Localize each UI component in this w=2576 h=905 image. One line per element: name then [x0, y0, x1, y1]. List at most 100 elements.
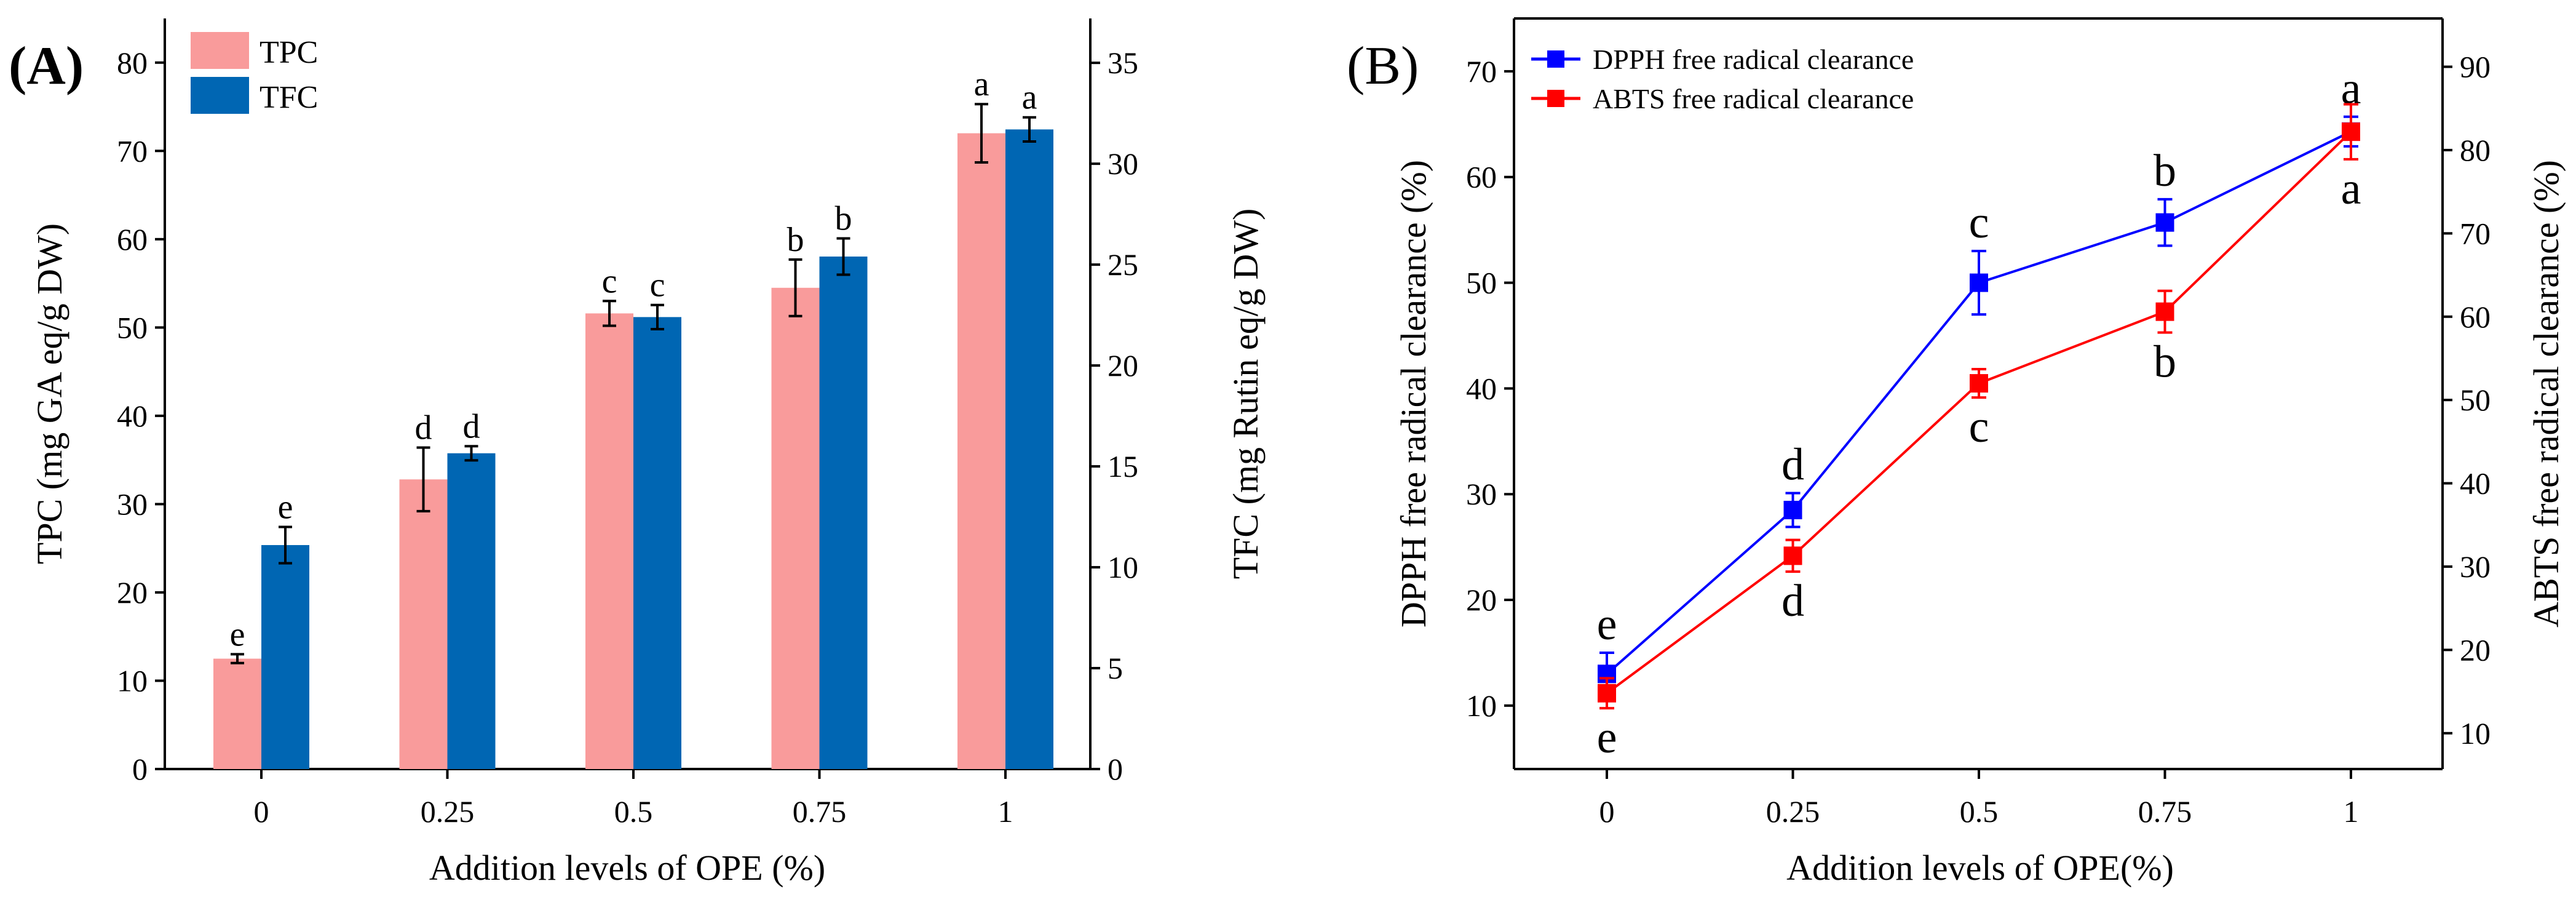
- significance-letter: c: [650, 266, 665, 305]
- panel-a-right-tick-label: 10: [1108, 550, 1138, 584]
- panel-b-left-tick-label: 50: [1466, 266, 1497, 300]
- legend-swatch-tpc: [191, 32, 249, 69]
- panel-b-left-tick-label: 10: [1466, 688, 1497, 723]
- significance-letter: a: [1022, 79, 1037, 117]
- panel-a-right-tick-label: 30: [1108, 146, 1138, 181]
- panel-a-right-tick-label: 5: [1108, 651, 1123, 685]
- panel-a-left-tick-label: 50: [117, 310, 148, 345]
- panel-a-left-tick-label: 10: [117, 663, 148, 698]
- panel-a-left-tick-label: 0: [132, 752, 148, 786]
- significance-letter: d: [1781, 440, 1804, 490]
- panel-b-left-axis-title: DPPH free radical clearance (%): [1393, 160, 1433, 628]
- panel-b-right-tick-label: 20: [2460, 632, 2491, 667]
- data-point-abts: [2342, 122, 2360, 142]
- panel-a-left-tick-label: 30: [117, 487, 148, 521]
- legend-label-tpc: TPC: [260, 35, 318, 70]
- panel-a-bar-chart: (A) 0 10 20 30 40 50 60 70 80 0 5 10 15 20 25 30 35 0 0.25…: [9, 18, 1266, 888]
- panel-b-right-tick-label: 70: [2460, 216, 2491, 250]
- bar-tpc-0: [213, 658, 261, 769]
- panel-b-right-tick-label: 30: [2460, 549, 2491, 584]
- panel-a-right-tick-label: 20: [1108, 348, 1138, 383]
- panel-b-right-tick-label: 40: [2460, 466, 2491, 501]
- panel-a-x-tick-label: 0.5: [614, 794, 653, 829]
- data-point-dpph: [1970, 273, 1988, 292]
- significance-letter: e: [230, 615, 245, 653]
- panel-b-left-tick-label: 70: [1466, 54, 1497, 89]
- panel-b-left-tick-label: 40: [1466, 371, 1497, 405]
- panel-b-right-tick-label: 90: [2460, 50, 2491, 84]
- panel-b-legend: DPPH free radical clearance ABTS free ra…: [1531, 44, 1914, 114]
- significance-letter: d: [415, 409, 432, 447]
- panel-a-right-tick-label: 35: [1108, 46, 1138, 80]
- panel-a-right-tick-label: 0: [1108, 752, 1123, 786]
- bar-tfc-0.5: [633, 317, 681, 769]
- significance-letter: a: [974, 65, 989, 103]
- legend-label-abts: ABTS free radical clearance: [1593, 83, 1914, 114]
- data-point-abts: [1598, 684, 1616, 703]
- legend-swatch-tfc: [191, 77, 249, 114]
- bar-tpc-0.75: [771, 287, 820, 769]
- data-point-abts: [1783, 546, 1802, 565]
- panel-b-x-tick-label: 0: [1599, 794, 1615, 829]
- significance-letter: c: [1969, 402, 1989, 452]
- panel-b-right-axis-title: ABTS free radical clearance (%): [2526, 160, 2566, 628]
- bar-tpc-0.5: [585, 313, 633, 769]
- panel-b-x-tick-label: 1: [2344, 794, 2359, 829]
- panel-a-x-tick-label: 1: [998, 794, 1013, 829]
- panel-a-left-tick-label: 40: [117, 399, 148, 433]
- significance-letter: d: [1781, 576, 1804, 626]
- panel-b-left-tick-label: 30: [1466, 477, 1497, 511]
- panel-b-x-tick-label: 0.25: [1766, 794, 1820, 829]
- data-point-abts: [1970, 374, 1988, 393]
- significance-letter: b: [2154, 146, 2176, 196]
- significance-letter: e: [1597, 599, 1617, 650]
- significance-letter: d: [463, 407, 480, 445]
- panel-b-right-tick-label: 60: [2460, 300, 2491, 334]
- panel-a-left-axis-title: TPC (mg GA eq/g DW): [30, 223, 69, 564]
- bar-tpc-0.25: [399, 479, 448, 769]
- significance-letter: c: [1969, 197, 1989, 248]
- panel-b-left-tick-label: 60: [1466, 160, 1497, 194]
- bar-tfc-0: [261, 544, 309, 769]
- panel-b-x-tick-label: 0.5: [1960, 794, 1999, 829]
- panel-a-left-tick-label: 80: [117, 46, 148, 80]
- panel-b-line-chart: (B) 10 20 30 40 50 60 70 10 20 30 40 50 60 70 80 90 0 0.2…: [1347, 17, 2566, 888]
- legend-marker-abts: [1547, 90, 1564, 107]
- panel-a-label: (A): [9, 36, 84, 96]
- panel-b-x-axis-title: Addition levels of OPE(%): [1786, 848, 2174, 888]
- data-point-dpph: [1783, 501, 1802, 520]
- significance-letter: b: [787, 221, 804, 259]
- panel-b-x-tick-label: 0.75: [2138, 794, 2192, 829]
- legend-marker-dpph: [1547, 50, 1564, 68]
- bar-tfc-0.75: [819, 256, 868, 769]
- panel-a-right-axis-title: TFC (mg Rutin eq/g DW): [1226, 209, 1266, 580]
- panel-a-x-tick-label: 0.25: [421, 794, 475, 829]
- panel-a-legend: TPC TFC: [191, 32, 318, 115]
- legend-label-tfc: TFC: [260, 80, 318, 115]
- panel-b-label: (B): [1347, 36, 1419, 96]
- panel-a-x-tick-label: 0.75: [793, 794, 847, 829]
- panel-a-right-tick-label: 25: [1108, 247, 1138, 282]
- bar-tfc-0.25: [447, 453, 496, 769]
- panel-a-x-tick-label: 0: [254, 794, 269, 829]
- panel-a-left-tick-label: 20: [117, 575, 148, 610]
- significance-letter: e: [278, 488, 293, 526]
- panel-a-right-tick-label: 15: [1108, 449, 1138, 484]
- panel-b-right-tick-label: 80: [2460, 133, 2491, 167]
- legend-label-dpph: DPPH free radical clearance: [1593, 44, 1914, 75]
- panel-b-right-tick-label: 50: [2460, 383, 2491, 417]
- panel-a-left-tick-label: 60: [117, 222, 148, 257]
- data-point-abts: [2155, 302, 2174, 321]
- bar-tpc-1: [957, 133, 1005, 769]
- significance-letter: b: [2154, 337, 2176, 387]
- significance-letter: c: [602, 262, 617, 300]
- data-point-dpph: [2155, 213, 2174, 232]
- bar-tfc-1: [1005, 129, 1053, 769]
- panel-a-left-tick-label: 70: [117, 134, 148, 168]
- panel-a-x-axis-title: Addition levels of OPE (%): [429, 848, 825, 888]
- panel-b-left-tick-label: 20: [1466, 583, 1497, 617]
- significance-letter: a: [2341, 164, 2361, 214]
- significance-letter: e: [1597, 712, 1617, 763]
- panel-b-right-tick-label: 10: [2460, 716, 2491, 751]
